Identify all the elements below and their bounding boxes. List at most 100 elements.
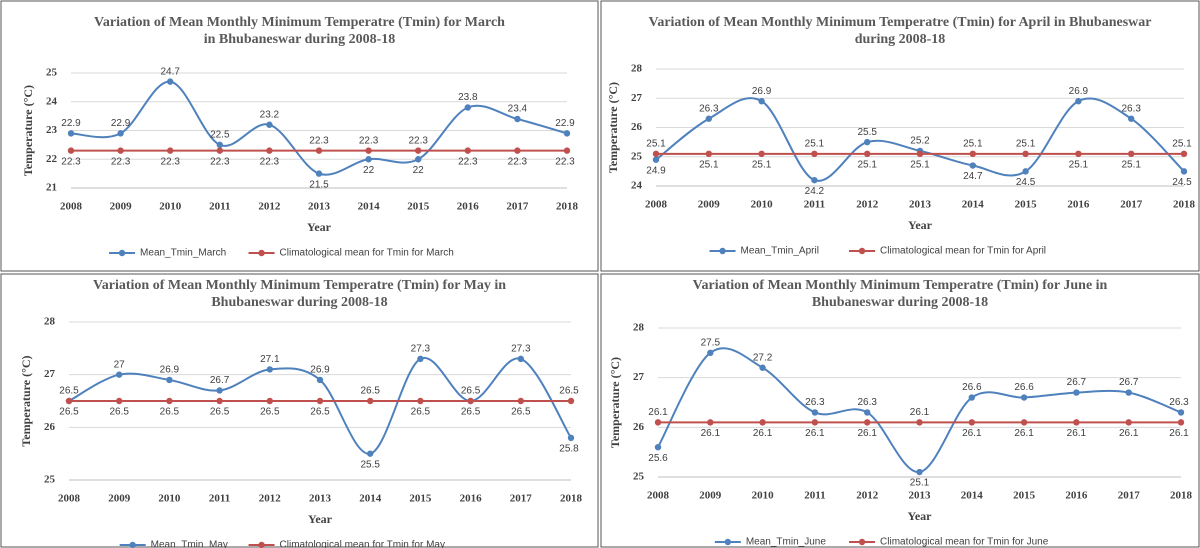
data-label: 25.1 xyxy=(963,138,983,149)
legend-marker xyxy=(858,538,866,546)
data-label: 26.5 xyxy=(210,407,230,418)
point xyxy=(1073,389,1080,396)
point xyxy=(864,419,871,426)
y-tick-label: 25 xyxy=(46,67,58,79)
point xyxy=(415,147,422,154)
x-tick-label: 2008 xyxy=(58,493,81,505)
y-tick-label: 25 xyxy=(633,471,645,483)
point xyxy=(563,147,571,154)
y-axis-label: Temperature (°C) xyxy=(606,82,620,173)
x-tick-label: 2016 xyxy=(1067,199,1090,211)
x-tick-label: 2010 xyxy=(751,199,774,211)
point xyxy=(216,397,223,405)
point xyxy=(864,138,871,146)
x-tick-label: 2017 xyxy=(1120,199,1143,211)
point xyxy=(1075,150,1082,158)
point xyxy=(65,397,73,405)
point xyxy=(417,397,424,405)
legend-label: Climatological mean for Tmin for April xyxy=(880,246,1046,257)
panel-border xyxy=(0,0,599,272)
point xyxy=(654,419,662,426)
data-label: 25.1 xyxy=(1121,159,1141,170)
line-series xyxy=(70,80,568,176)
data-label: 25.1 xyxy=(1069,159,1089,170)
point xyxy=(1073,419,1080,426)
point xyxy=(1128,150,1135,158)
data-label: 23.2 xyxy=(260,109,280,120)
point xyxy=(417,355,424,363)
point xyxy=(266,366,273,373)
data-label: 26.3 xyxy=(857,397,877,408)
point xyxy=(969,162,976,169)
point xyxy=(266,147,273,154)
legend-marker xyxy=(258,249,265,257)
point xyxy=(811,409,819,416)
data-label: 27.1 xyxy=(260,354,280,365)
data-label: 22.9 xyxy=(111,118,131,129)
data-label: 26.3 xyxy=(699,103,719,114)
point xyxy=(705,150,712,158)
chart-panel: Variation of Mean Monthly Minimum Temper… xyxy=(0,273,599,548)
data-label: 22 xyxy=(413,165,425,176)
point xyxy=(315,147,323,154)
chart-title: Bhubaneswar during 2008-18 xyxy=(211,295,387,310)
point xyxy=(864,409,871,416)
data-label: 22.3 xyxy=(309,135,329,146)
x-tick-label: 2009 xyxy=(108,493,131,505)
point xyxy=(1128,115,1135,122)
x-tick-label: 2015 xyxy=(407,201,430,213)
data-label: 26.1 xyxy=(962,428,982,439)
y-tick-label: 26 xyxy=(631,121,643,133)
point xyxy=(916,150,924,158)
point xyxy=(1075,97,1082,105)
x-tick-label: 2009 xyxy=(699,490,722,502)
point xyxy=(514,147,521,154)
chart-title: Bhubaneswar during 2008-18 xyxy=(812,295,988,310)
data-label: 25.6 xyxy=(648,453,668,464)
data-label: 22.3 xyxy=(111,156,131,167)
y-tick-label: 25 xyxy=(631,150,643,162)
panel-border xyxy=(600,273,1200,548)
y-tick-label: 28 xyxy=(631,63,643,75)
point xyxy=(969,150,976,158)
data-label: 22.9 xyxy=(555,118,575,129)
x-tick-label: 2018 xyxy=(1170,490,1193,502)
point xyxy=(167,78,174,85)
point xyxy=(1020,419,1028,426)
point xyxy=(1177,409,1185,416)
data-label: 25.2 xyxy=(910,136,930,147)
y-tick-label: 22 xyxy=(46,153,58,165)
data-label: 23.4 xyxy=(508,104,528,115)
data-label: 22.3 xyxy=(359,135,379,146)
data-label: 22.3 xyxy=(508,156,528,167)
point xyxy=(916,468,923,476)
data-label: 25.1 xyxy=(910,159,930,170)
data-label: 25.1 xyxy=(857,159,877,170)
y-tick-label: 24 xyxy=(46,95,58,107)
point xyxy=(415,156,422,163)
data-label: 25.1 xyxy=(910,478,930,489)
point xyxy=(117,130,124,137)
point xyxy=(167,147,174,154)
data-label: 26.1 xyxy=(910,407,930,418)
x-tick-label: 2011 xyxy=(209,493,230,505)
point xyxy=(759,364,766,371)
data-label: 26.9 xyxy=(1069,86,1089,97)
point xyxy=(116,371,123,378)
point xyxy=(514,115,521,123)
chart-panel: Variation of Mean Monthly Minimum Temper… xyxy=(600,0,1200,272)
x-tick-label: 2014 xyxy=(359,493,382,505)
x-axis-label: Year xyxy=(908,509,933,523)
point xyxy=(652,150,660,158)
point xyxy=(654,444,662,451)
chart-title: Variation of Mean Monthly Minimum Temper… xyxy=(693,278,1108,293)
data-label: 27.3 xyxy=(511,344,531,355)
x-tick-label: 2008 xyxy=(647,490,670,502)
legend-marker xyxy=(118,249,126,257)
x-tick-label: 2015 xyxy=(1013,490,1036,502)
data-label: 26.7 xyxy=(1067,377,1087,388)
data-label: 22.3 xyxy=(260,156,280,167)
point xyxy=(811,176,818,184)
point xyxy=(1125,419,1132,426)
data-label: 26.5 xyxy=(59,407,79,418)
